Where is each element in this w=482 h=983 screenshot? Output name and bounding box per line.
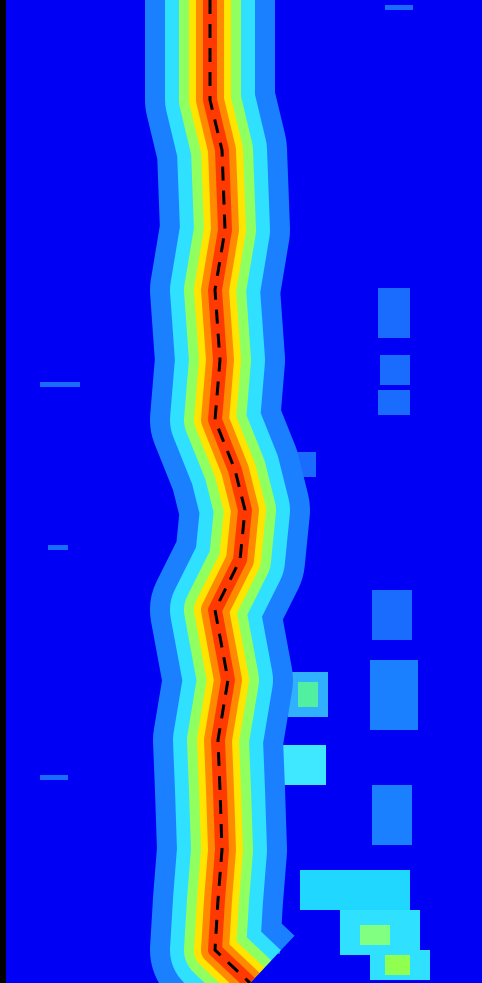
patch [370, 660, 418, 730]
patch [380, 355, 410, 385]
patch [385, 955, 410, 975]
patch [372, 590, 412, 640]
patch [300, 870, 410, 910]
patch [40, 382, 80, 387]
patch [385, 5, 413, 10]
ridge-band [145, 0, 310, 983]
patch [360, 925, 390, 945]
ridge-line [208, 0, 252, 983]
patch [298, 682, 318, 707]
patch [40, 775, 68, 780]
patch [378, 390, 410, 415]
patch [372, 785, 412, 845]
patch [48, 545, 68, 550]
left-edge [0, 0, 6, 983]
patch [378, 288, 410, 338]
